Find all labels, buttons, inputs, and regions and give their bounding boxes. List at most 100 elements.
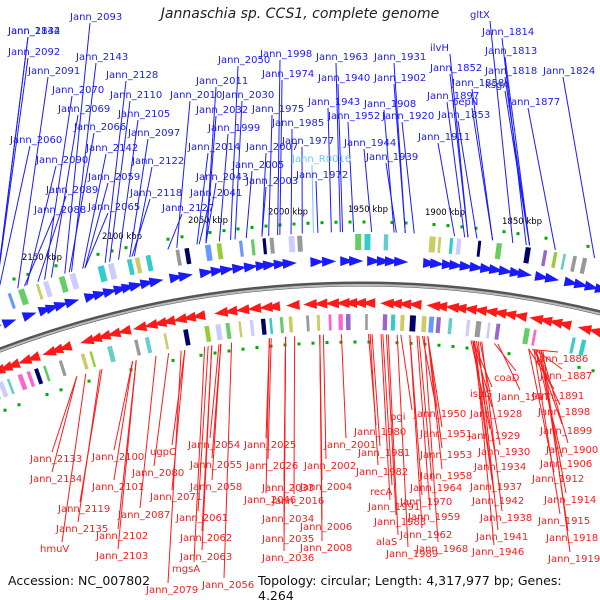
forward-gene-arrow [422,257,438,268]
forward-feature-block [175,249,182,266]
reverse-gene-label: Jann_2056 [201,580,254,591]
forward-leader-line [82,153,107,269]
reverse-gene-label: Jann_1991 [367,502,420,513]
forward-gene-label: Jann_1998 [259,49,312,60]
reverse-gene-arrow [6,358,21,368]
reverse-feature-block [144,336,153,354]
forward-feature-block [250,239,256,256]
footer: Accession: NC_007802 Topology: circular;… [0,573,600,600]
forward-feature-block [560,253,567,270]
reverse-leader-line [193,346,206,563]
reverse-gene-label: Jann_1900 [545,445,598,456]
reverse-gene-label: Jann_1912 [531,474,584,485]
reverse-gene-labels: Jann_2133 Jann_2134 Jann_2119 Jann_2135 hmuV… [29,354,600,596]
reverse-gene-label: Jann_1981 [357,448,410,459]
forward-leader-line [363,148,373,233]
reverse-gene-arrow [548,318,563,329]
reverse-feature-block [6,378,15,395]
reverse-gene-label: Jann_2006 [299,522,352,533]
forward-leader-line [504,90,531,246]
forward-gene-arrow [349,256,364,267]
forward-gene-label: Jann_2092 [7,47,60,58]
inner-tick-mark [213,351,217,355]
forward-gene-arrow [273,259,288,270]
reverse-gene-arrow [173,313,188,324]
reverse-leader-line [61,373,87,543]
forward-gene-label: Jann_2142 [85,143,138,154]
reverse-gene-label: Jann_2080 [131,468,184,479]
forward-gene-label: Jann_2088 [33,205,86,216]
inner-tick-mark [241,347,245,351]
reverse-gene-label: Jann_2134 [29,474,82,485]
forward-leader-line [234,100,243,240]
reverse-leader-line [540,351,569,444]
reverse-leader-line [497,343,521,391]
forward-feature-block [437,236,442,254]
inner-tick-mark [409,341,413,345]
reverse-gene-label: pgi [390,412,405,423]
forward-feature-block [448,237,454,255]
reverse-leader-line [51,376,78,453]
scale-label: 2150 kbp [22,253,62,263]
forward-gene-arrow [573,278,589,289]
reverse-gene-label: Jann_1951 [419,429,472,440]
reverse-gene-label: Jann_1982 [355,467,408,478]
inner-tick-mark [339,340,343,344]
forward-gene-arrow [178,271,193,282]
reverse-leader-line [223,342,233,579]
reverse-gene-arrow [49,343,65,354]
outer-tick-mark [110,249,114,253]
forward-feature-block [204,244,213,262]
forward-gene-arrow [1,319,17,329]
forward-gene-label: Jann_2144 [7,26,60,37]
forward-gene-arrow [282,258,297,269]
forward-gene-arrow [517,268,533,279]
forward-leader-line [261,186,267,237]
forward-gene-label: Jann_2091 [27,66,80,77]
reverse-gene-arrow [343,298,358,309]
reverse-gene-label: Jann_2079 [145,585,198,596]
forward-gene-arrow [0,324,2,327]
reverse-leader-line [340,334,347,439]
reverse-feature-block [421,315,427,333]
reverse-leader-line [532,348,559,353]
reverse-gene-label: Jann_2119 [57,504,110,515]
reverse-gene-arrow [0,361,14,371]
forward-leader-line [527,107,556,251]
outer-tick-mark [390,220,394,224]
outer-tick-mark [516,232,520,236]
forward-gene-arrow [594,283,600,293]
forward-gene-label: Jann_2110 [109,90,162,101]
reverse-feature-block [0,396,1,400]
forward-gene-label: Jann_2050 [217,55,270,66]
outer-tick-mark [124,246,128,250]
reverse-leader-line [474,340,495,546]
reverse-feature-block [494,323,501,340]
forward-gene-label: Jann_2122 [131,156,184,167]
reverse-gene-label: Jann_2058 [189,482,242,493]
reverse-gene-label: Jann_2133 [29,454,82,465]
reverse-gene-label: Jann_2001 [323,440,376,451]
forward-gene-arrow [498,265,514,276]
reverse-gene-label: Jann_2071 [149,492,202,503]
reverse-gene-label: ugpC [150,447,176,458]
reverse-gene-arrow [483,307,498,318]
forward-gene-label: Jann_1977 [281,136,334,147]
reverse-leader-line [283,336,287,552]
reverse-feature-block [365,314,368,331]
forward-leader-line [167,213,183,250]
outer-tick-mark [54,264,58,268]
reverse-leader-line [474,340,495,495]
reverse-gene-arrow [58,340,73,351]
reverse-gene-label: Jann_1959 [407,512,460,523]
inner-tick-mark [171,358,175,362]
forward-leader-line [37,195,67,282]
reverse-gene-arrow [266,301,281,312]
reverse-feature-block [183,329,191,346]
forward-gene-label: Jann_1972 [295,170,348,181]
reverse-leader-line [139,355,157,509]
reverse-leader-line [265,338,270,439]
reverse-gene-label: Jann_1914 [543,495,596,506]
forward-leader-line [44,95,73,280]
reverse-leader-line [369,334,379,466]
